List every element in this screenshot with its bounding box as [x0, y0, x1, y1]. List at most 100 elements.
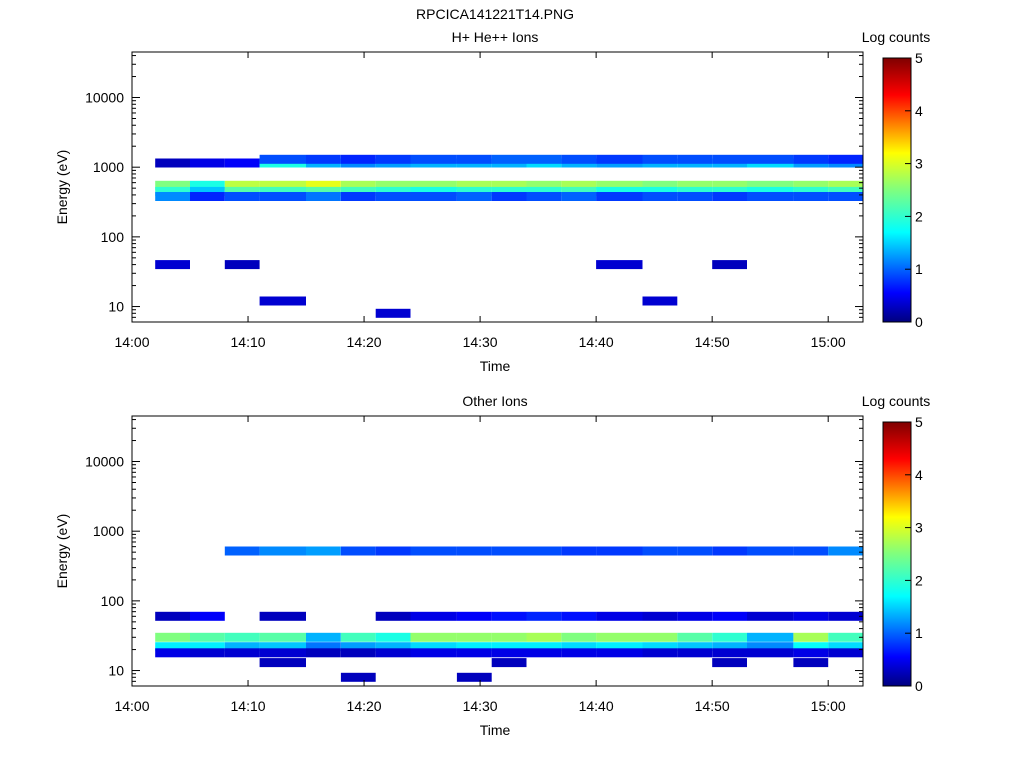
heatmap-cell	[155, 648, 190, 658]
heatmap-cell	[747, 186, 794, 196]
colorbar-tick-label: 1	[915, 625, 923, 641]
heatmap-cell	[491, 186, 527, 196]
heatmap-cell	[677, 180, 713, 190]
heatmap-cell	[375, 180, 411, 190]
colorbar-tick-label: 5	[915, 50, 923, 66]
colorbar-ticks: 0 1 2 3 4 5	[905, 50, 923, 330]
heatmap-cell	[712, 180, 747, 190]
heatmap-cell	[155, 260, 190, 270]
heatmap-cell	[642, 186, 678, 196]
x-tick-label: 14:00	[114, 334, 149, 350]
y-axis-label: Energy (eV)	[54, 150, 70, 225]
heatmap-cell	[410, 192, 457, 201]
colorbar-tick-label: 0	[915, 678, 923, 694]
heatmap-cell	[642, 180, 678, 190]
heatmap-cell	[410, 611, 457, 621]
heatmap-cell	[340, 546, 376, 556]
heatmap-cell	[712, 154, 747, 164]
heatmap-cell	[375, 192, 411, 201]
heatmap-cell	[190, 192, 225, 201]
heatmap-cell	[526, 642, 562, 652]
heatmap-cell	[491, 642, 527, 652]
heatmap-cell	[712, 260, 747, 270]
heatmap-cell	[747, 632, 794, 642]
heatmap-cell	[596, 186, 643, 196]
heatmap-cell	[190, 632, 225, 642]
heatmap-cell	[793, 658, 829, 668]
heatmap-cell	[491, 180, 527, 190]
heatmap-cell	[828, 192, 863, 201]
heatmap-cell	[306, 192, 341, 201]
heatmap-cell	[677, 642, 713, 652]
heatmap-cell	[259, 186, 306, 196]
heatmap-cell	[793, 154, 829, 164]
heatmap-cell	[561, 180, 597, 190]
heatmap-cell	[190, 158, 225, 168]
heatmap-cell	[375, 308, 411, 318]
heatmap-cell	[375, 154, 411, 164]
colorbar-tick-label: 3	[915, 156, 923, 172]
heatmap-cell	[596, 642, 643, 652]
heatmap-cell	[259, 658, 306, 668]
x-tick-label: 15:00	[811, 334, 846, 350]
heatmap-cell	[224, 632, 260, 642]
heatmap-cell	[642, 296, 678, 306]
heatmap-cell	[642, 154, 678, 164]
heatmap-cell	[561, 632, 597, 642]
heatmap-cell	[224, 260, 260, 270]
x-axis-label: Time	[480, 358, 511, 374]
x-tick-label: 14:40	[579, 334, 614, 350]
heatmap-cell	[596, 180, 643, 190]
heatmap-cell	[712, 632, 747, 642]
heatmap-cell	[410, 546, 457, 556]
heatmap-cell	[677, 154, 713, 164]
colorbar-tick-label: 4	[915, 103, 923, 119]
heatmap-cell	[410, 642, 457, 652]
heatmap-cell	[155, 186, 190, 196]
heatmap-cell	[375, 546, 411, 556]
heatmap-cell	[793, 180, 829, 190]
colorbar-tick-label: 1	[915, 261, 923, 277]
heatmap-cell	[491, 192, 527, 201]
heatmap-cell	[828, 546, 863, 556]
heatmap-cell	[526, 186, 562, 196]
heatmap-cell	[828, 648, 863, 658]
colorbar-tick-label: 2	[915, 572, 923, 588]
colorbar-tick-label: 2	[915, 208, 923, 224]
heatmap-cell	[677, 632, 713, 642]
heatmap-cell	[677, 611, 713, 621]
heatmap-cell	[224, 180, 260, 190]
heatmap-cell	[155, 642, 190, 652]
heatmap-cell	[456, 672, 492, 682]
heatmap-cell	[561, 648, 597, 658]
heatmap-cell	[375, 642, 411, 652]
x-tick-label: 14:50	[695, 698, 730, 714]
heatmap-cell	[306, 648, 341, 658]
heatmap-cell	[190, 611, 225, 621]
heatmap-cell	[456, 648, 492, 658]
heatmap-cell	[596, 632, 643, 642]
heatmap-cell	[340, 672, 376, 682]
heatmap-cell	[747, 192, 794, 201]
heatmap-cell	[712, 642, 747, 652]
heatmap-cell	[642, 546, 678, 556]
heatmap-cell	[793, 632, 829, 642]
x-tick-label: 14:30	[463, 334, 498, 350]
heatmap-cell	[259, 546, 306, 556]
y-tick-label: 1000	[93, 159, 124, 175]
heatmap-cell	[712, 186, 747, 196]
heatmap-cell	[456, 546, 492, 556]
heatmap-cell	[190, 642, 225, 652]
heatmap-cell	[747, 546, 794, 556]
heatmap-cell	[828, 611, 863, 621]
y-axis-label: Energy (eV)	[54, 514, 70, 589]
x-tick-label: 15:00	[811, 698, 846, 714]
colorbar-label: Log counts	[862, 29, 931, 45]
heatmap-cell	[793, 192, 829, 201]
heatmap-cell	[642, 642, 678, 652]
heatmap-cell	[410, 154, 457, 164]
y-tick-label: 100	[101, 593, 125, 609]
heatmap-cell	[224, 192, 260, 201]
heatmap-cell	[259, 296, 306, 306]
